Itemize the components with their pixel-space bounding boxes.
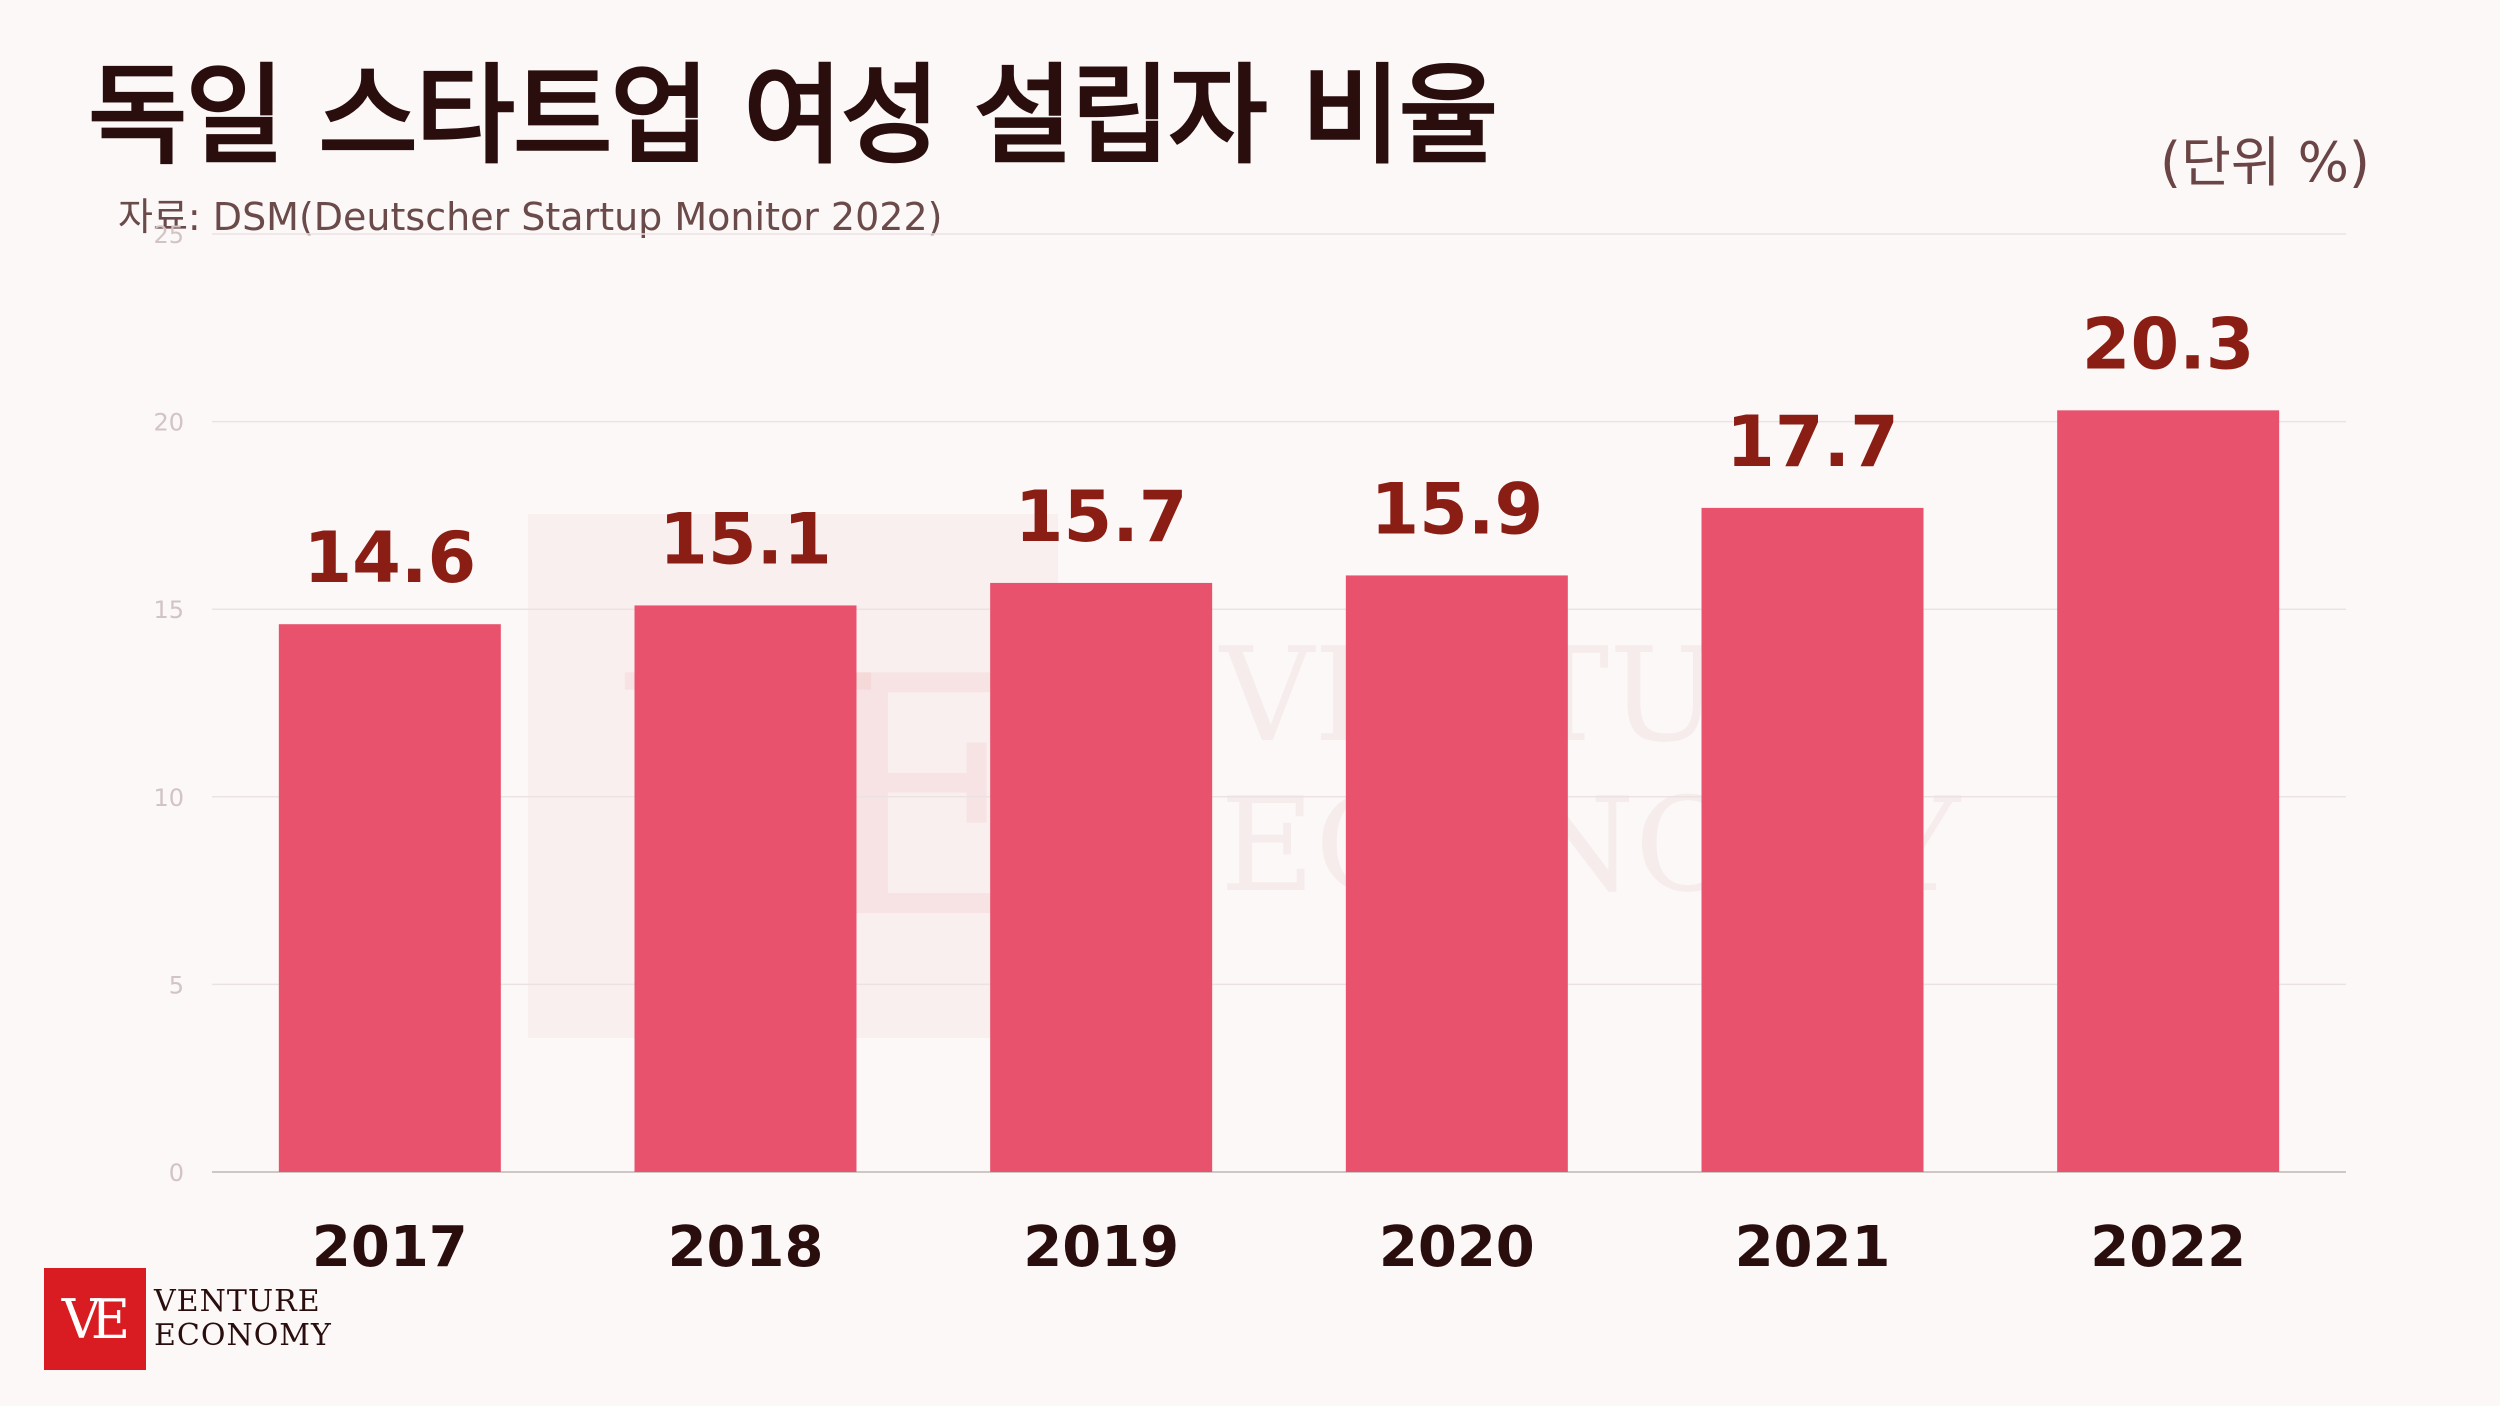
bar-value-label: 15.7 — [1015, 476, 1188, 558]
x-category-label: 2021 — [1735, 1215, 1891, 1280]
grid-lines — [212, 233, 2346, 1173]
bar — [2057, 410, 2280, 1172]
logo-line1: VENTURE — [154, 1284, 321, 1319]
bar — [1345, 575, 1568, 1172]
venture-economy-logo: VE VENTURE ECONOMY — [44, 1268, 332, 1370]
labels: 0 5 10 15 20 25 14.6 2017 15.1 2018 15.7 2019 15.9 20… — [153, 221, 2254, 1280]
x-category-label: 2017 — [312, 1215, 468, 1280]
bars — [278, 410, 2280, 1172]
x-category-label: 2019 — [1023, 1215, 1179, 1280]
y-tick-label: 15 — [153, 596, 184, 624]
bar — [278, 624, 501, 1172]
bar-value-label: 15.1 — [659, 498, 832, 580]
x-category-label: 2020 — [1379, 1215, 1535, 1280]
bar — [1701, 507, 1924, 1172]
unit-label: (단위 %) — [2160, 131, 2370, 194]
bar — [634, 605, 857, 1172]
bar-value-label: 20.3 — [2082, 303, 2255, 385]
logo-words: VENTURE ECONOMY — [154, 1285, 332, 1353]
y-tick-label: 0 — [169, 1159, 184, 1187]
bar — [990, 582, 1213, 1172]
chart-title: 독일 스타트업 여성 설립자 비율 — [88, 54, 1498, 179]
y-tick-label: 25 — [153, 221, 184, 249]
y-tick-label: 5 — [169, 971, 184, 999]
source-note: 자료: DSM(Deutscher Startup Monitor 2022) — [118, 195, 943, 239]
x-category-label: 2022 — [2090, 1215, 2246, 1280]
y-tick-label: 20 — [153, 409, 184, 437]
x-category-label: 2018 — [668, 1215, 824, 1280]
bar-value-label: 14.6 — [303, 517, 476, 599]
bar-value-label: 17.7 — [1726, 401, 1899, 483]
y-tick-label: 10 — [153, 784, 184, 812]
logo-line2: ECONOMY — [154, 1318, 332, 1353]
logo-mark: VE — [44, 1268, 146, 1370]
bar-value-label: 15.9 — [1370, 468, 1543, 550]
